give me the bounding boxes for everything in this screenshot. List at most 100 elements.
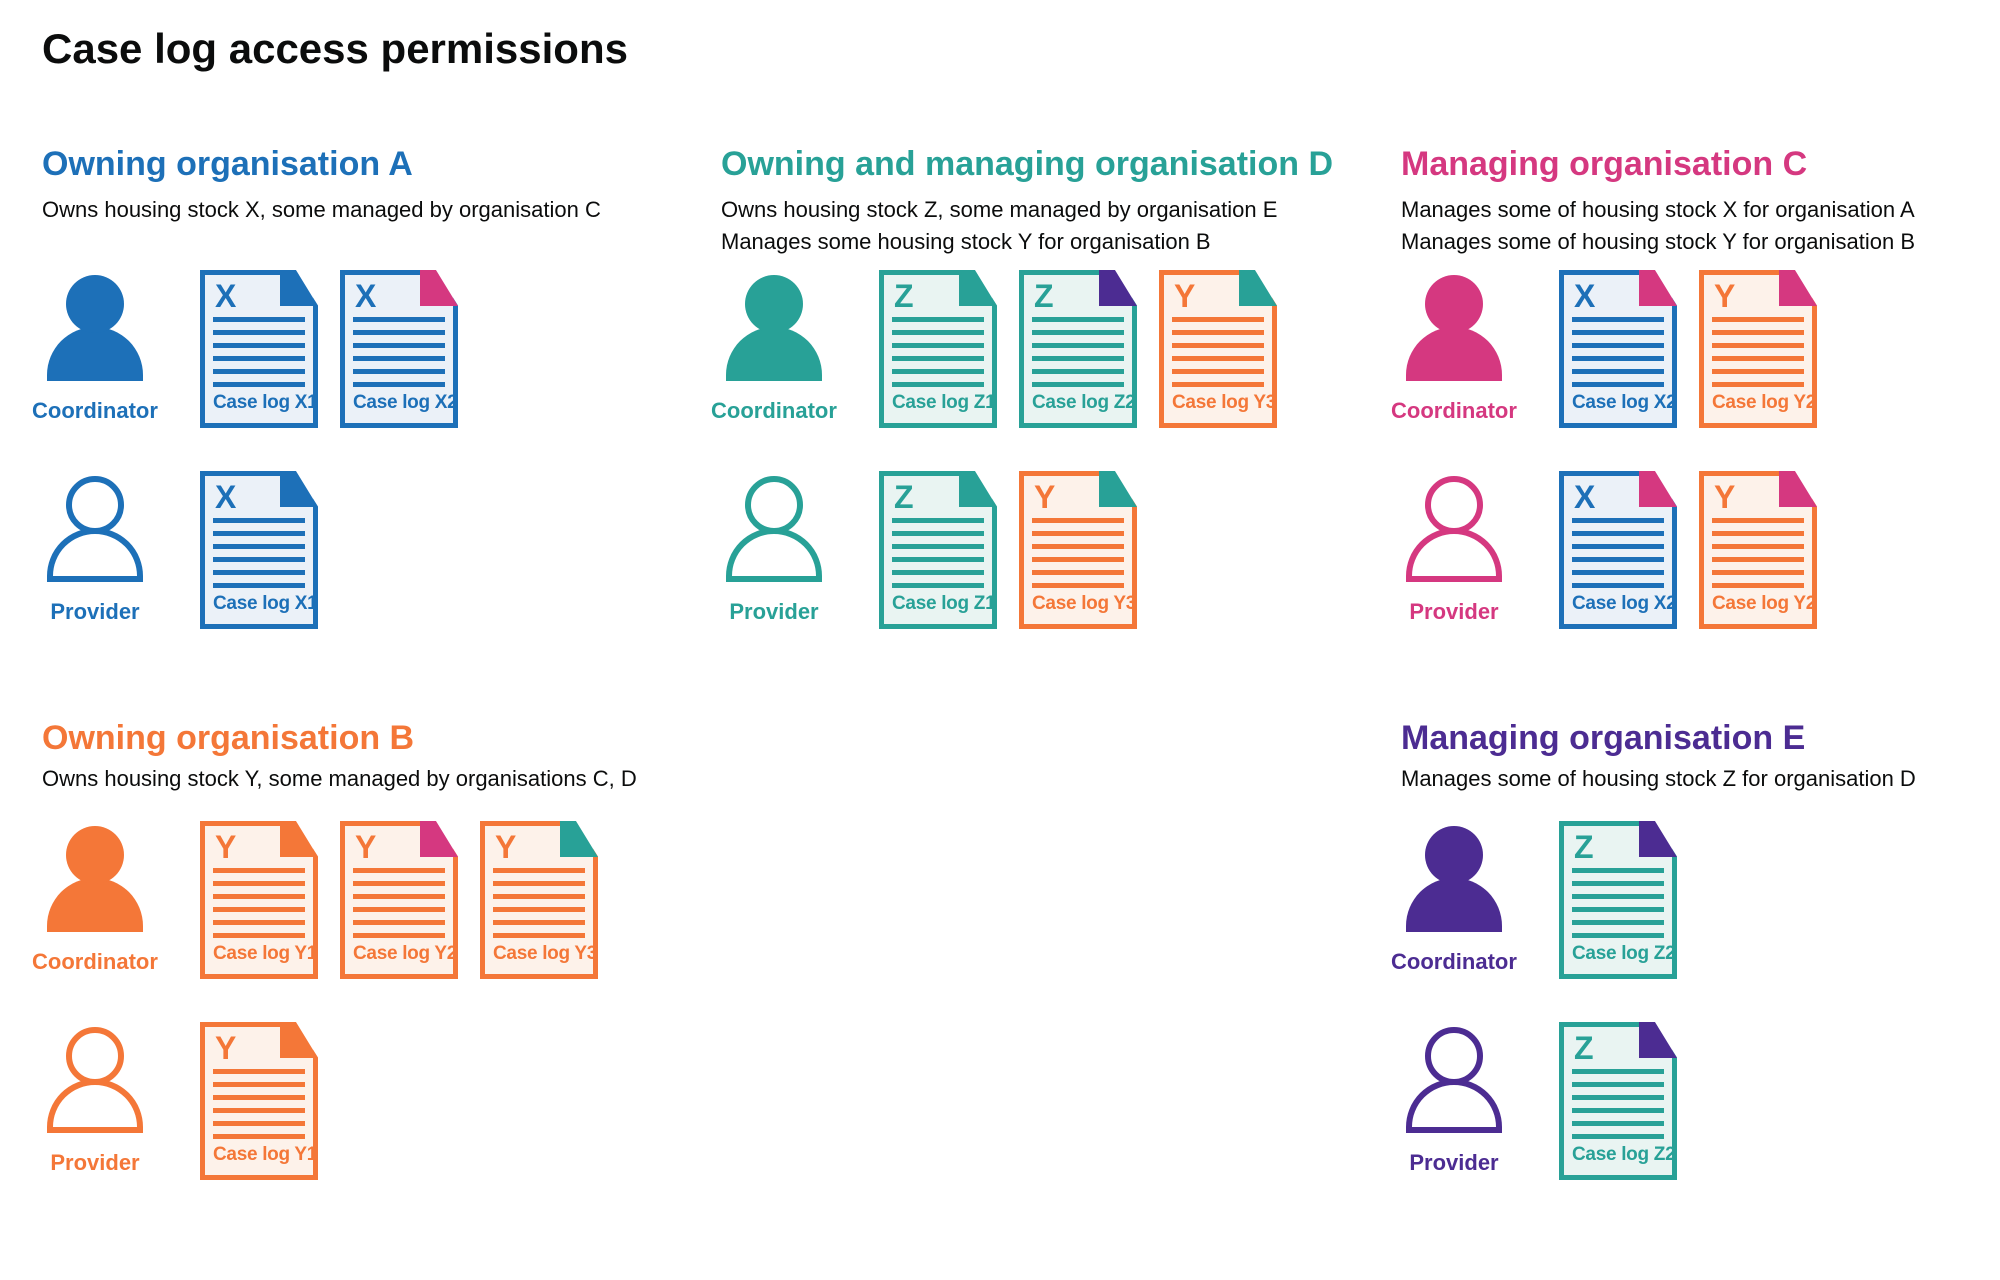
coordinator-person-icon (1406, 275, 1502, 381)
provider-person-block: Provider (721, 471, 827, 641)
document-case-log-x1: X Case log X1 (200, 471, 318, 629)
document-text-line (1172, 317, 1264, 322)
document-stock-letter: X (215, 278, 237, 314)
corner-fold-icon (280, 270, 318, 306)
document-stock-letter: Z (894, 278, 914, 314)
provider-label: Provider (729, 599, 819, 624)
document-stock-letter: X (1574, 278, 1596, 314)
person-body-shape (726, 528, 822, 582)
person-body-shape (1406, 528, 1502, 582)
document-text-lines (1032, 518, 1124, 596)
document-text-lines (1032, 317, 1124, 395)
document-text-line (1572, 356, 1664, 361)
person-body-shape (1406, 327, 1502, 381)
provider-documents: Z Case log Z2 (1559, 1022, 1677, 1180)
coordinator-documents: Z Case log Z1 Z Case log Z2 Y Case log Y3 (879, 270, 1277, 428)
a-provider-row: Provider X Case log X1 (42, 471, 692, 667)
document-stock-letter: X (355, 278, 377, 314)
provider-documents: Z Case log Z1 Y Case log Y3 (879, 471, 1137, 629)
document-text-line (1712, 382, 1804, 387)
section-title-a: Owning organisation A (42, 145, 413, 183)
document-case-log-y2: Y Case log Y2 (1699, 270, 1817, 428)
document-text-line (1032, 317, 1124, 322)
document-case-log-z2: Z Case log Z2 (1559, 1022, 1677, 1180)
document-label: Case log Y2 (1712, 392, 1817, 413)
document-text-line (353, 933, 445, 938)
person-head-shape (66, 476, 124, 534)
document-text-line (213, 1121, 305, 1126)
document-text-line (213, 343, 305, 348)
document-case-log-x2: X Case log X2 (1559, 270, 1677, 428)
document-text-line (1572, 1121, 1664, 1126)
document-text-lines (1712, 317, 1804, 395)
section-description: Manages some of housing stock X for orga… (1401, 194, 1915, 258)
provider-label: Provider (1409, 599, 1499, 624)
document-text-line (1712, 317, 1804, 322)
document-label: Case log Y3 (1172, 392, 1277, 413)
document-stock-letter: Y (1714, 278, 1736, 314)
e-provider-row: Provider Z Case log Z2 (1401, 1022, 1999, 1218)
document-text-line (213, 1069, 305, 1074)
person-head-shape (66, 1027, 124, 1085)
a-coordinator-row: Coordinator X Case log X1 X Case log X2 (32, 270, 692, 466)
document-text-line (1032, 356, 1124, 361)
corner-fold-icon (280, 821, 318, 857)
document-text-line (892, 369, 984, 374)
document-text-line (892, 330, 984, 335)
corner-fold-icon (1639, 821, 1677, 857)
corner-fold-icon (280, 1022, 318, 1058)
person-head-shape (1425, 1027, 1483, 1085)
provider-documents: X Case log X2 Y Case log Y2 (1559, 471, 1817, 629)
page-title: Case log access permissions (42, 25, 628, 72)
document-text-line (1172, 330, 1264, 335)
document-text-line (1032, 330, 1124, 335)
document-stock-letter: Z (1574, 1030, 1594, 1066)
document-text-line (1712, 343, 1804, 348)
document-text-line (493, 920, 585, 925)
coordinator-person-icon (47, 826, 143, 932)
document-label: Case log Z2 (1572, 943, 1676, 964)
corner-fold-icon (420, 821, 458, 857)
document-text-line (1572, 933, 1664, 938)
section-title-b: Owning organisation B (42, 719, 415, 757)
document-text-line (213, 933, 305, 938)
document-text-line (1572, 1134, 1664, 1139)
person-head-shape (66, 826, 124, 884)
document-text-line (1572, 894, 1664, 899)
document-text-line (493, 907, 585, 912)
section-description: Owns housing stock X, some managed by or… (42, 194, 601, 226)
document-text-line (353, 356, 445, 361)
provider-person-icon (726, 476, 822, 582)
document-text-line (892, 343, 984, 348)
section-description-line: Owns housing stock Z, some managed by or… (721, 197, 1278, 222)
document-text-line (213, 868, 305, 873)
document-case-log-y1: Y Case log Y1 (200, 821, 318, 979)
document-text-lines (213, 518, 305, 596)
document-text-lines (213, 317, 305, 395)
document-text-line (1572, 557, 1664, 562)
coordinator-label: Coordinator (1391, 398, 1517, 423)
document-label: Case log Y1 (213, 943, 318, 964)
document-case-log-z1: Z Case log Z1 (879, 270, 997, 428)
document-stock-letter: Y (1034, 479, 1056, 515)
coordinator-documents: X Case log X1 X Case log X2 (200, 270, 458, 428)
document-text-line (1572, 881, 1664, 886)
section-description-line: Owns housing stock Y, some managed by or… (42, 766, 637, 791)
document-case-log-x2: X Case log X2 (340, 270, 458, 428)
document-text-line (1032, 343, 1124, 348)
coordinator-person-block: Coordinator (1391, 270, 1517, 440)
document-text-line (213, 1095, 305, 1100)
document-case-log-z2: Z Case log Z2 (1019, 270, 1137, 428)
coordinator-person-block: Coordinator (711, 270, 837, 440)
person-head-shape (1425, 275, 1483, 333)
person-body-shape (1406, 878, 1502, 932)
document-text-line (213, 369, 305, 374)
document-text-lines (1572, 518, 1664, 596)
document-text-line (353, 920, 445, 925)
provider-documents: X Case log X1 (200, 471, 318, 629)
document-case-log-y2: Y Case log Y2 (1699, 471, 1817, 629)
document-text-line (1572, 570, 1664, 575)
document-text-line (1572, 382, 1664, 387)
document-stock-letter: Y (495, 829, 517, 865)
document-text-line (1032, 583, 1124, 588)
